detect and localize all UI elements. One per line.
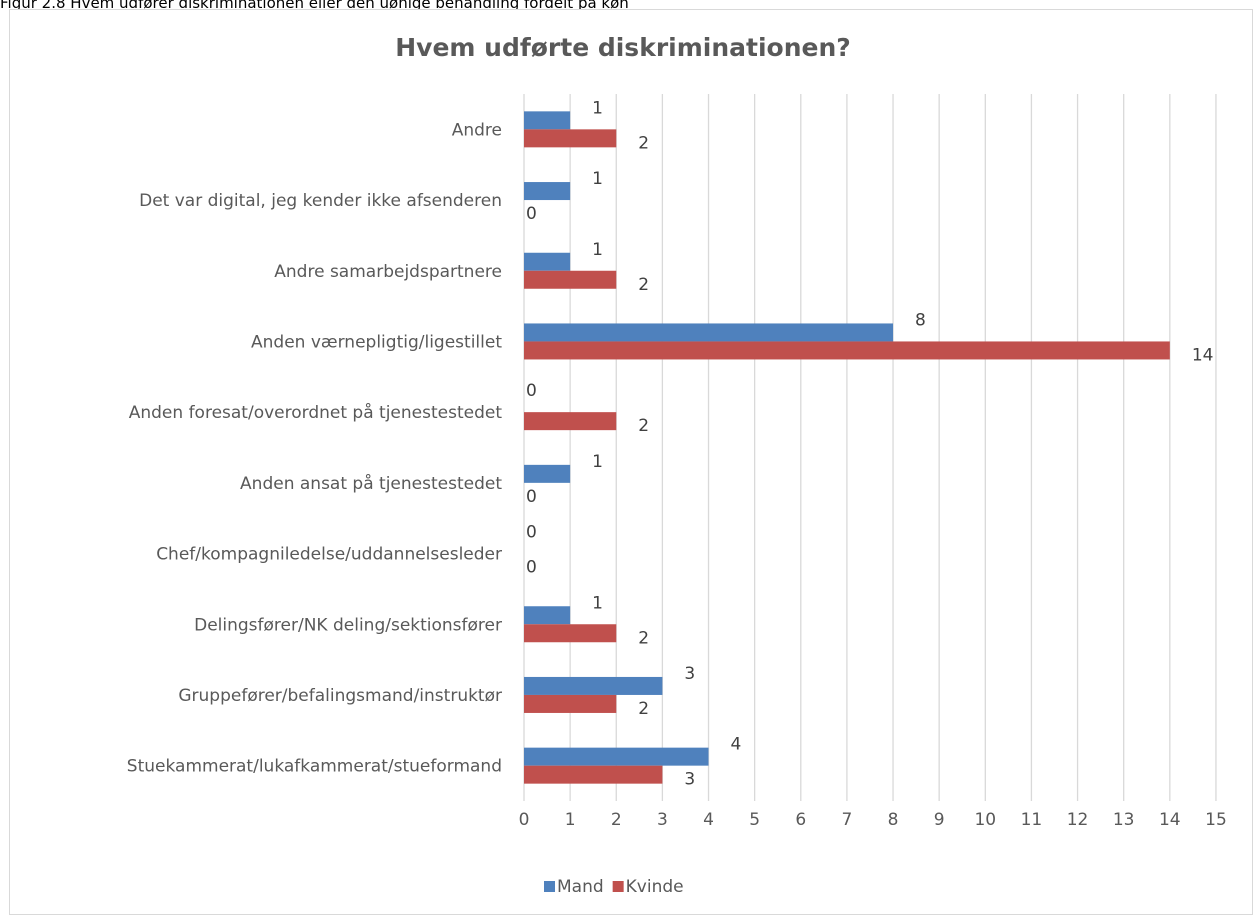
data-label-mand-5: 1 xyxy=(592,452,603,472)
bar-mand-7 xyxy=(524,606,571,625)
category-label-9: Stuekammerat/lukafkammerat/stueformand xyxy=(127,757,502,777)
category-label-2: Andre samarbejdspartnere xyxy=(274,262,502,282)
bar-mand-1 xyxy=(524,182,571,201)
gridlines xyxy=(523,94,1217,801)
x-tick-label-11: 11 xyxy=(1021,810,1043,830)
bar-kvinde-3 xyxy=(524,341,1170,360)
x-tick-label-4: 4 xyxy=(703,810,714,830)
data-label-mand-6: 0 xyxy=(526,523,537,543)
x-tick-label-13: 13 xyxy=(1113,810,1135,830)
category-label-8: Gruppefører/befalingsmand/instruktør xyxy=(178,686,502,706)
x-tick-label-15: 15 xyxy=(1205,810,1227,830)
x-tick-label-0: 0 xyxy=(519,810,530,830)
x-tick-label-5: 5 xyxy=(749,810,760,830)
data-label-mand-1: 1 xyxy=(592,169,603,189)
x-tick-label-8: 8 xyxy=(888,810,899,830)
bar-kvinde-7 xyxy=(524,624,617,643)
data-label-kvinde-2: 2 xyxy=(638,275,649,295)
x-tick-label-6: 6 xyxy=(795,810,806,830)
data-label-kvinde-0: 2 xyxy=(638,133,649,153)
data-label-kvinde-4: 2 xyxy=(638,416,649,436)
x-tick-label-14: 14 xyxy=(1159,810,1181,830)
bar-mand-5 xyxy=(524,464,571,483)
data-label-mand-0: 1 xyxy=(592,98,603,118)
data-label-kvinde-8: 2 xyxy=(638,699,649,719)
x-tick-label-7: 7 xyxy=(841,810,852,830)
data-label-mand-7: 1 xyxy=(592,593,603,613)
bar-mand-3 xyxy=(524,323,894,342)
category-label-4: Anden foresat/overordnet på tjenestested… xyxy=(129,402,503,423)
x-tick-label-3: 3 xyxy=(657,810,668,830)
bar-kvinde-9 xyxy=(524,765,663,784)
bar-chart: Hvem udførte diskriminationen? 121012814… xyxy=(127,33,1227,897)
legend-label-kvinde: Kvinde xyxy=(626,877,684,897)
legend-label-mand: Mand xyxy=(557,877,604,897)
bar-kvinde-0 xyxy=(524,129,617,148)
x-tick-label-2: 2 xyxy=(611,810,622,830)
category-label-1: Det var digital, jeg kender ikke afsende… xyxy=(139,191,502,211)
category-label-7: Delingsfører/NK deling/sektionsfører xyxy=(194,615,502,635)
bar-kvinde-4 xyxy=(524,412,617,431)
bar-mand-2 xyxy=(524,252,571,271)
category-label-6: Chef/kompagniledelse/uddannelsesleder xyxy=(156,545,502,565)
x-tick-label-9: 9 xyxy=(934,810,945,830)
data-label-mand-9: 4 xyxy=(731,735,742,755)
bar-mand-8 xyxy=(524,676,663,695)
legend: Mand Kvinde xyxy=(544,877,684,897)
data-label-mand-8: 3 xyxy=(684,664,695,684)
data-label-mand-3: 8 xyxy=(915,310,926,330)
data-label-mand-4: 0 xyxy=(526,381,537,401)
legend-swatch-kvinde xyxy=(612,881,624,892)
category-label-0: Andre xyxy=(452,120,502,140)
category-label-3: Anden værnepligtig/ligestillet xyxy=(251,332,502,352)
data-label-kvinde-3: 14 xyxy=(1192,345,1214,365)
bars xyxy=(524,111,1170,784)
bar-mand-0 xyxy=(524,111,571,130)
bar-kvinde-8 xyxy=(524,694,617,713)
data-label-kvinde-9: 3 xyxy=(684,770,695,790)
x-tick-label-10: 10 xyxy=(974,810,996,830)
bar-kvinde-2 xyxy=(524,270,617,289)
legend-swatch-mand xyxy=(544,881,555,892)
chart-title: Hvem udførte diskriminationen? xyxy=(395,33,851,62)
x-tick-label-1: 1 xyxy=(565,810,576,830)
category-label-5: Anden ansat på tjenestestedet xyxy=(240,473,502,494)
x-tick-labels: 0 1 2 3 4 5 6 7 8 9 10 11 12 13 14 15 xyxy=(519,810,1227,830)
category-labels: Andre Det var digital, jeg kender ikke af… xyxy=(127,120,503,776)
data-label-kvinde-7: 2 xyxy=(638,628,649,648)
bar-mand-9 xyxy=(524,747,709,766)
data-label-kvinde-1: 0 xyxy=(526,204,537,224)
x-tick-label-12: 12 xyxy=(1067,810,1089,830)
data-label-kvinde-5: 0 xyxy=(526,487,537,507)
data-label-kvinde-6: 0 xyxy=(526,558,537,578)
data-label-mand-2: 1 xyxy=(592,240,603,260)
chart-area: Hvem udførte diskriminationen? 1 2 1 0 1 2 8 14… xyxy=(9,9,1253,915)
